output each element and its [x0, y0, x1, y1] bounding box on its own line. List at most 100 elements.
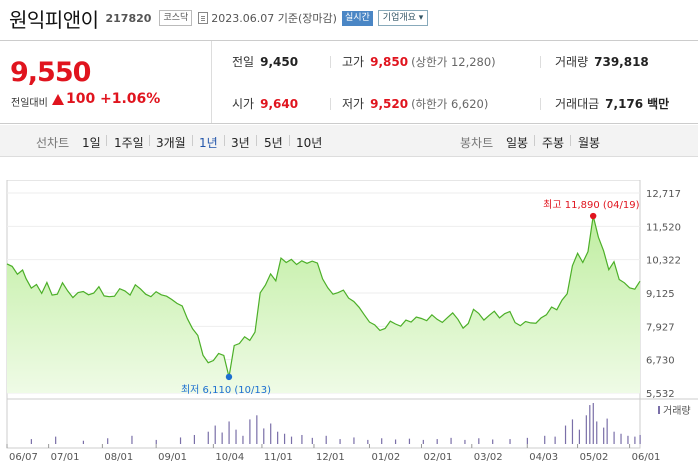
x-tick-label: 10/04: [215, 452, 244, 463]
x-tick-label: 09/01: [158, 452, 187, 463]
lower-limit: (하한가 6,620): [411, 97, 489, 111]
volume-bar: [30, 439, 32, 444]
divider: [289, 135, 290, 146]
x-tick-label: 05/02: [580, 452, 609, 463]
volume-bar: [82, 440, 85, 444]
y-tick-label: 12,717: [646, 189, 681, 200]
volume-bar: [367, 439, 369, 444]
period-bar: 선차트 1일 1주일 3개월 1년 3년 5년 10년 봉차트 일봉 주봉 월봉: [0, 125, 698, 157]
company-info-dropdown[interactable]: 기업개요 ▾: [377, 10, 429, 26]
divider: [256, 135, 257, 146]
volume-bar: [408, 438, 411, 444]
high-label: 고가: [342, 55, 365, 69]
volume-bar: [277, 431, 279, 444]
divider: [330, 98, 331, 110]
amount-label: 거래대금: [555, 97, 600, 111]
change-percent: +1.06%: [100, 91, 161, 107]
volume-bar: [131, 435, 133, 444]
stock-name: 원익피앤이: [9, 7, 99, 32]
volume-bar: [492, 439, 494, 444]
volume-bar: [450, 437, 452, 444]
date-text: 2023.06.07 기준(장마감): [211, 12, 337, 25]
company-info-label: 기업개요: [382, 13, 416, 23]
live-button[interactable]: 실시간: [341, 10, 373, 26]
volume-bar: [214, 425, 216, 444]
candle-monthly[interactable]: 월봉: [578, 136, 601, 150]
volume-bar: [509, 439, 511, 444]
low-value: 9,520: [370, 97, 409, 111]
volume-bar: [526, 437, 528, 444]
volume-bar: [325, 435, 327, 444]
y-tick-label: 5,532: [646, 389, 675, 400]
price-line: [6, 215, 641, 378]
volume-bar: [311, 437, 313, 444]
candle-daily[interactable]: 일봉: [506, 136, 529, 150]
price-chart[interactable]: 12,717 11,520 10,322 9,125 7,927 6,730 5,532 06…: [0, 180, 698, 475]
low: 저가 9,520 (하한가 6,620): [342, 95, 488, 112]
stock-code: 217820: [105, 11, 152, 25]
volume-bar: [353, 437, 355, 444]
x-tick-label: 07/01: [51, 452, 80, 463]
amount-value: 7,176: [605, 97, 644, 111]
period-5y[interactable]: 5년: [264, 136, 283, 150]
open-value: 9,640: [260, 97, 299, 111]
volume-bar: [596, 421, 598, 444]
low-annotation: 최저 6,110 (10/13): [181, 384, 271, 396]
divider: [570, 135, 571, 146]
volume-bar: [613, 431, 615, 444]
volume-bar: [639, 434, 641, 444]
price-chart-svg: 12,717 11,520 10,322 9,125 7,927 6,730 5,532 06…: [6, 180, 698, 463]
volume-bar: [228, 421, 230, 444]
x-tick-label: 08/01: [104, 452, 133, 463]
x-tick-label: 06/07: [9, 452, 38, 463]
divider: [534, 135, 535, 146]
y-tick-label: 7,927: [646, 322, 675, 333]
volume-bar: [634, 436, 636, 444]
volume-bar: [256, 415, 258, 444]
volume-bar: [571, 419, 574, 444]
divider: [330, 56, 331, 68]
chevron-down-icon: ▾: [418, 13, 424, 23]
header: 원익피앤이 217820 코스닥 2023.06.07 기준(장마감) 실시간 …: [0, 0, 698, 36]
divider: [224, 135, 225, 146]
change-value: 100: [66, 91, 96, 107]
volume-bar: [55, 436, 57, 444]
high-marker: [589, 212, 597, 220]
volume-bar: [221, 432, 223, 444]
line-chart-label: 선차트: [36, 136, 70, 150]
volume-legend-icon: [658, 406, 660, 414]
period-1w[interactable]: 1주일: [114, 136, 144, 150]
volume-bar: [283, 433, 286, 444]
volume-bar: [422, 439, 424, 444]
period-3m[interactable]: 3개월: [156, 136, 186, 150]
volume-legend-label: 거래량: [663, 405, 691, 417]
change-label: 전일대비: [11, 98, 48, 109]
volume-bar: [627, 435, 629, 444]
period-1d[interactable]: 1일: [82, 136, 101, 150]
volume-bar: [589, 405, 591, 444]
candle-weekly[interactable]: 주봉: [542, 136, 565, 150]
price-area: [7, 216, 640, 393]
volume-bar: [544, 435, 546, 444]
amount-unit: 백만: [647, 97, 670, 111]
period-1y[interactable]: 1년: [199, 136, 218, 150]
divider: [106, 135, 107, 146]
volume-label: 거래량: [555, 55, 589, 69]
volume-bar: [603, 427, 605, 444]
volume-bar: [554, 436, 556, 444]
period-10y[interactable]: 10년: [296, 136, 323, 150]
volume-bar: [478, 438, 480, 444]
divider: [192, 135, 193, 146]
y-tick-label: 9,125: [646, 289, 675, 300]
high-annotation: 최고 11,890 (04/19): [543, 199, 639, 211]
x-tick-label: 01/02: [371, 452, 400, 463]
volume-bar: [301, 434, 303, 444]
period-3y[interactable]: 3년: [231, 136, 250, 150]
divider: [540, 56, 541, 68]
volume: 거래량 739,818: [555, 53, 649, 70]
volume-bar: [381, 438, 383, 444]
high: 고가 9,850 (상한가 12,280): [342, 53, 496, 70]
current-price-box: 9,550 전일대비 100 +1.06%: [0, 41, 212, 123]
volume-bar: [585, 415, 587, 444]
volume-bar: [179, 437, 182, 444]
